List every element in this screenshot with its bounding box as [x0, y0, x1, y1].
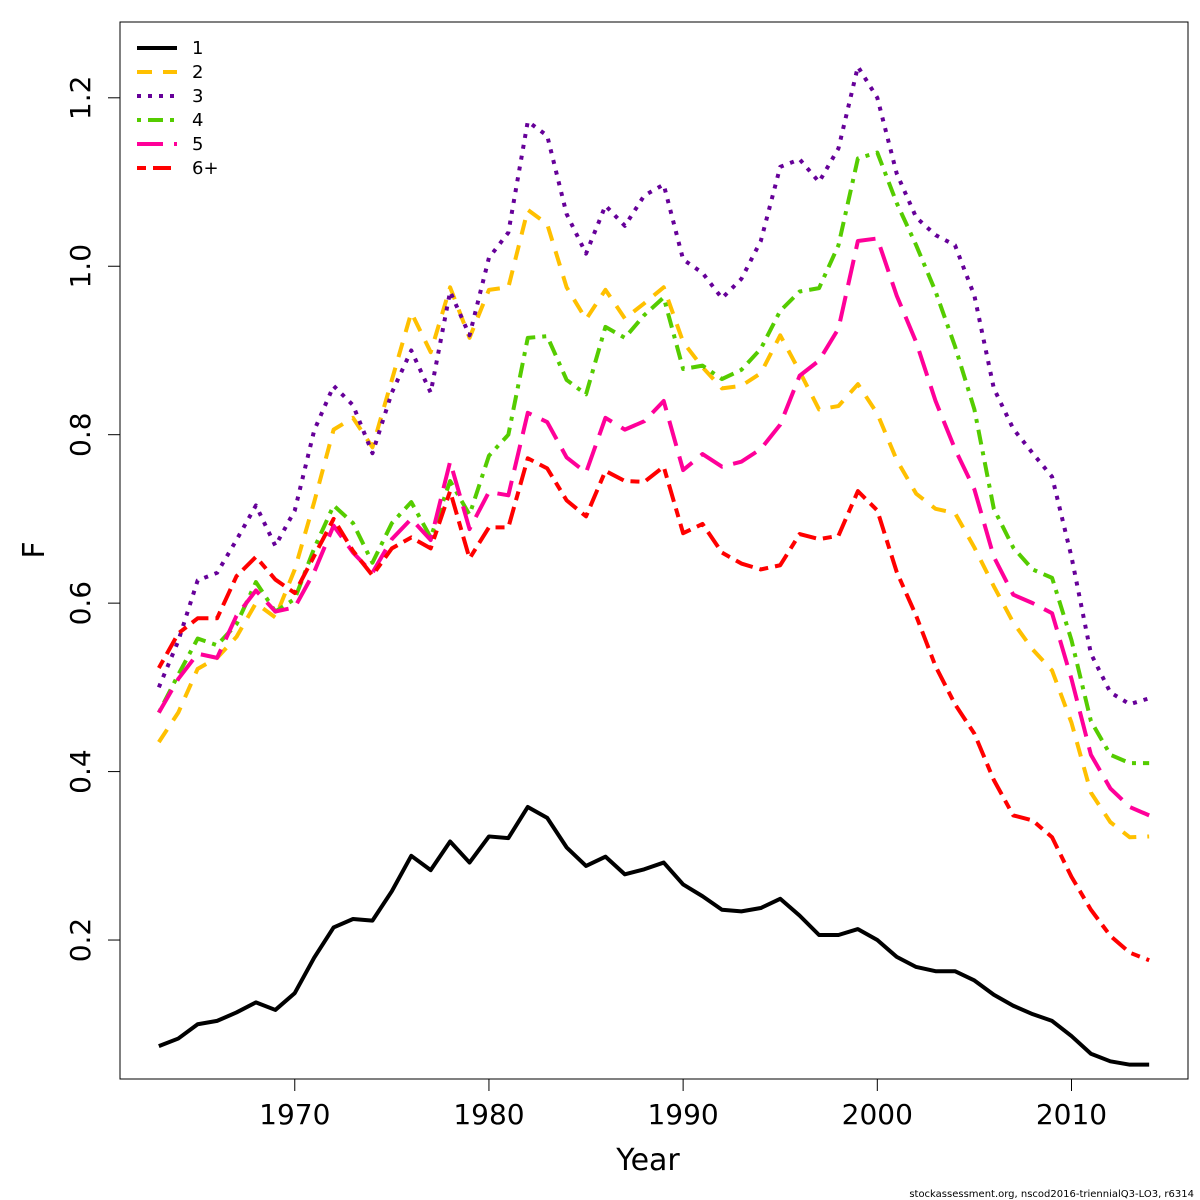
- y-tick-label: 0.8: [64, 412, 97, 457]
- legend-label-3: 3: [192, 86, 203, 107]
- legend-label-2: 2: [192, 62, 203, 83]
- footer-credit: stockassessment.org, nscod2016-triennial…: [909, 1189, 1194, 1200]
- x-axis: 1970 1980 1990 2000 2010: [259, 1078, 1107, 1131]
- legend-label-5: 5: [192, 134, 203, 155]
- plot-frame: [119, 21, 1189, 1080]
- series-line-1: [158, 804, 1150, 1067]
- series-line-2: [157, 207, 1150, 840]
- series-line-6: [157, 456, 1150, 963]
- series-line-4: [157, 150, 1150, 766]
- y-axis: 0.2 0.4 0.6 0.8 1.0 1.2: [64, 76, 121, 963]
- x-tick-label: 2010: [1036, 1098, 1107, 1131]
- x-tick-label: 1970: [259, 1098, 330, 1131]
- x-tick-label: 2000: [842, 1098, 913, 1131]
- y-tick-label: 0.2: [64, 918, 97, 963]
- y-tick-label: 1.2: [64, 76, 97, 121]
- legend-label-6: 6+: [192, 158, 219, 179]
- y-tick-label: 1.0: [64, 244, 97, 289]
- x-tick-label: 1990: [647, 1098, 718, 1131]
- x-tick-label: 1980: [453, 1098, 524, 1131]
- y-tick-label: 0.6: [64, 581, 97, 626]
- legend-label-4: 4: [192, 110, 203, 131]
- y-tick-label: 0.4: [64, 749, 97, 794]
- y-axis-title: F: [17, 541, 52, 558]
- series-layer: [156, 64, 1150, 1067]
- legend-label-1: 1: [192, 38, 203, 59]
- series-line-3: [156, 64, 1150, 707]
- x-axis-title: Year: [615, 1143, 680, 1178]
- legend: 1 2 3 4 5 6+: [137, 38, 219, 179]
- series-line-5: [157, 236, 1150, 818]
